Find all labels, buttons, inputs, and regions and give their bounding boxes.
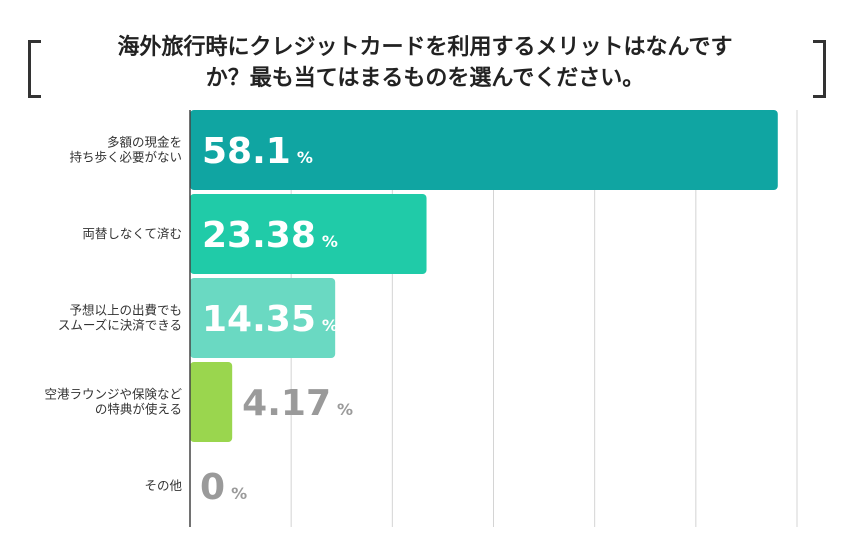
left-bracket: [28, 40, 41, 98]
data-label: 0%: [200, 467, 247, 508]
data-label: 23.38%: [202, 215, 338, 256]
bar: [190, 362, 233, 442]
chart-title: 海外旅行時にクレジットカードを利用するメリットはなんです か？最も当てはまるもの…: [50, 32, 800, 94]
data-label-value: 0: [200, 467, 225, 508]
data-label: 14.35%: [202, 299, 338, 340]
data-label-unit: %: [337, 400, 353, 419]
category-label: 多額の現金を: [107, 135, 182, 150]
data-label-value: 58.1: [202, 131, 291, 172]
data-label-value: 14.35: [202, 299, 316, 340]
data-label-unit: %: [297, 148, 313, 167]
data-label-unit: %: [322, 232, 338, 251]
data-label-unit: %: [322, 316, 338, 335]
data-label: 4.17%: [242, 383, 353, 424]
bar: [190, 278, 336, 358]
chart-title-line-2: か？最も当てはまるものを選んでください。: [205, 66, 645, 91]
bar: [190, 110, 778, 190]
chart-title-line-1: 海外旅行時にクレジットカードを利用するメリットはなんです: [117, 35, 733, 60]
category-label: の特典が使える: [95, 402, 182, 417]
data-label: 58.1%: [202, 131, 313, 172]
chart-title-area: 海外旅行時にクレジットカードを利用するメリットはなんです か？最も当てはまるもの…: [0, 0, 850, 110]
data-label-value: 4.17: [242, 383, 331, 424]
category-label: スムーズに決済できる: [58, 318, 182, 333]
category-label: 持ち歩く必要がない: [69, 150, 182, 165]
category-label: 両替しなくて済む: [82, 226, 182, 241]
right-bracket: [813, 40, 826, 98]
category-label: 空港ラウンジや保険など: [44, 387, 182, 402]
category-label: 予想以上の出費でも: [69, 303, 182, 318]
category-label: その他: [144, 478, 182, 493]
bar: [190, 194, 427, 274]
data-label-value: 23.38: [202, 215, 316, 256]
data-label-unit: %: [231, 484, 247, 503]
